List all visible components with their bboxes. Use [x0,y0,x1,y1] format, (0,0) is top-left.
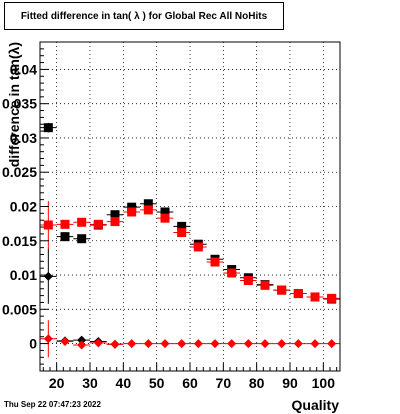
square-marker [210,257,220,267]
diamond-marker [77,340,87,350]
square-marker [110,217,120,227]
square-marker [60,232,70,242]
marker-layer [43,123,337,350]
tick-label-layer: 20 30 40 50 60 70 80 90 100 0 0.005 0.01 0.015 0.02 0.… [2,61,335,391]
x-tick-label: 30 [82,375,98,391]
square-marker [177,221,187,231]
timestamp: Thu Sep 22 07:47:23 2022 [4,400,101,409]
x-tick-label: 80 [249,375,265,391]
y-tick-label: 0 [29,336,37,352]
square-marker [227,268,237,278]
square-marker [43,123,53,133]
y-tick-label: 0.01 [10,267,37,283]
y-tick-label: 0.04 [10,61,37,77]
tick-layer [40,48,338,371]
diamond-marker [193,339,203,349]
diamond-marker [260,339,270,349]
x-tick-label: 20 [49,375,65,391]
y-tick-label: 0.02 [10,199,37,215]
square-marker [177,228,187,238]
diamond-marker [310,339,320,349]
diamond-marker [43,334,53,344]
square-marker [293,289,303,299]
diamond-marker [243,339,253,349]
square-marker [193,242,203,252]
square-marker [127,202,137,212]
diamond-marker [293,339,303,349]
diamond-marker [127,339,137,349]
y-tick-label: 0.025 [2,164,37,180]
square-marker [43,220,53,230]
chart-title-box: Fitted difference in tan( λ ) for Global… [4,2,284,30]
diamond-marker [210,339,220,349]
diamond-marker [160,339,170,349]
diamond-marker [110,339,120,349]
square-marker [327,293,337,303]
square-marker [160,207,170,217]
square-marker [143,205,153,215]
diamond-marker [60,337,70,347]
diamond-marker [43,271,53,281]
x-tick-label: 40 [116,375,132,391]
square-marker [127,207,137,217]
x-tick-label: 100 [312,375,336,391]
square-marker [77,217,87,227]
diamond-marker [277,339,287,349]
y-tick-label: 0.015 [2,233,37,249]
y-tick-label: 0.005 [2,301,37,317]
square-marker [93,219,103,229]
square-marker [260,280,270,290]
x-tick-label: 60 [182,375,198,391]
diamond-marker [177,339,187,349]
square-marker [77,234,87,244]
square-marker [160,213,170,223]
square-marker [243,276,253,286]
diamond-marker [227,339,237,349]
square-marker [110,210,120,220]
y-tick-label: 0.035 [2,96,37,112]
y-axis-title: difference in tan(λ) [6,42,22,167]
square-marker [277,285,287,295]
square-marker [60,219,70,229]
x-tick-label: 90 [282,375,298,391]
diamond-marker [143,339,153,349]
square-marker [143,199,153,209]
chart-title: Fitted difference in tan( λ ) for Global… [20,10,268,22]
x-axis-title: Quality [292,397,340,413]
square-marker [310,292,320,302]
diamond-marker [93,338,103,348]
diamond-marker [77,335,87,345]
x-tick-label: 70 [216,375,232,391]
y-tick-label: 0.03 [10,130,37,146]
x-tick-label: 50 [149,375,165,391]
grid-layer [40,42,340,371]
diamond-marker [327,339,337,349]
